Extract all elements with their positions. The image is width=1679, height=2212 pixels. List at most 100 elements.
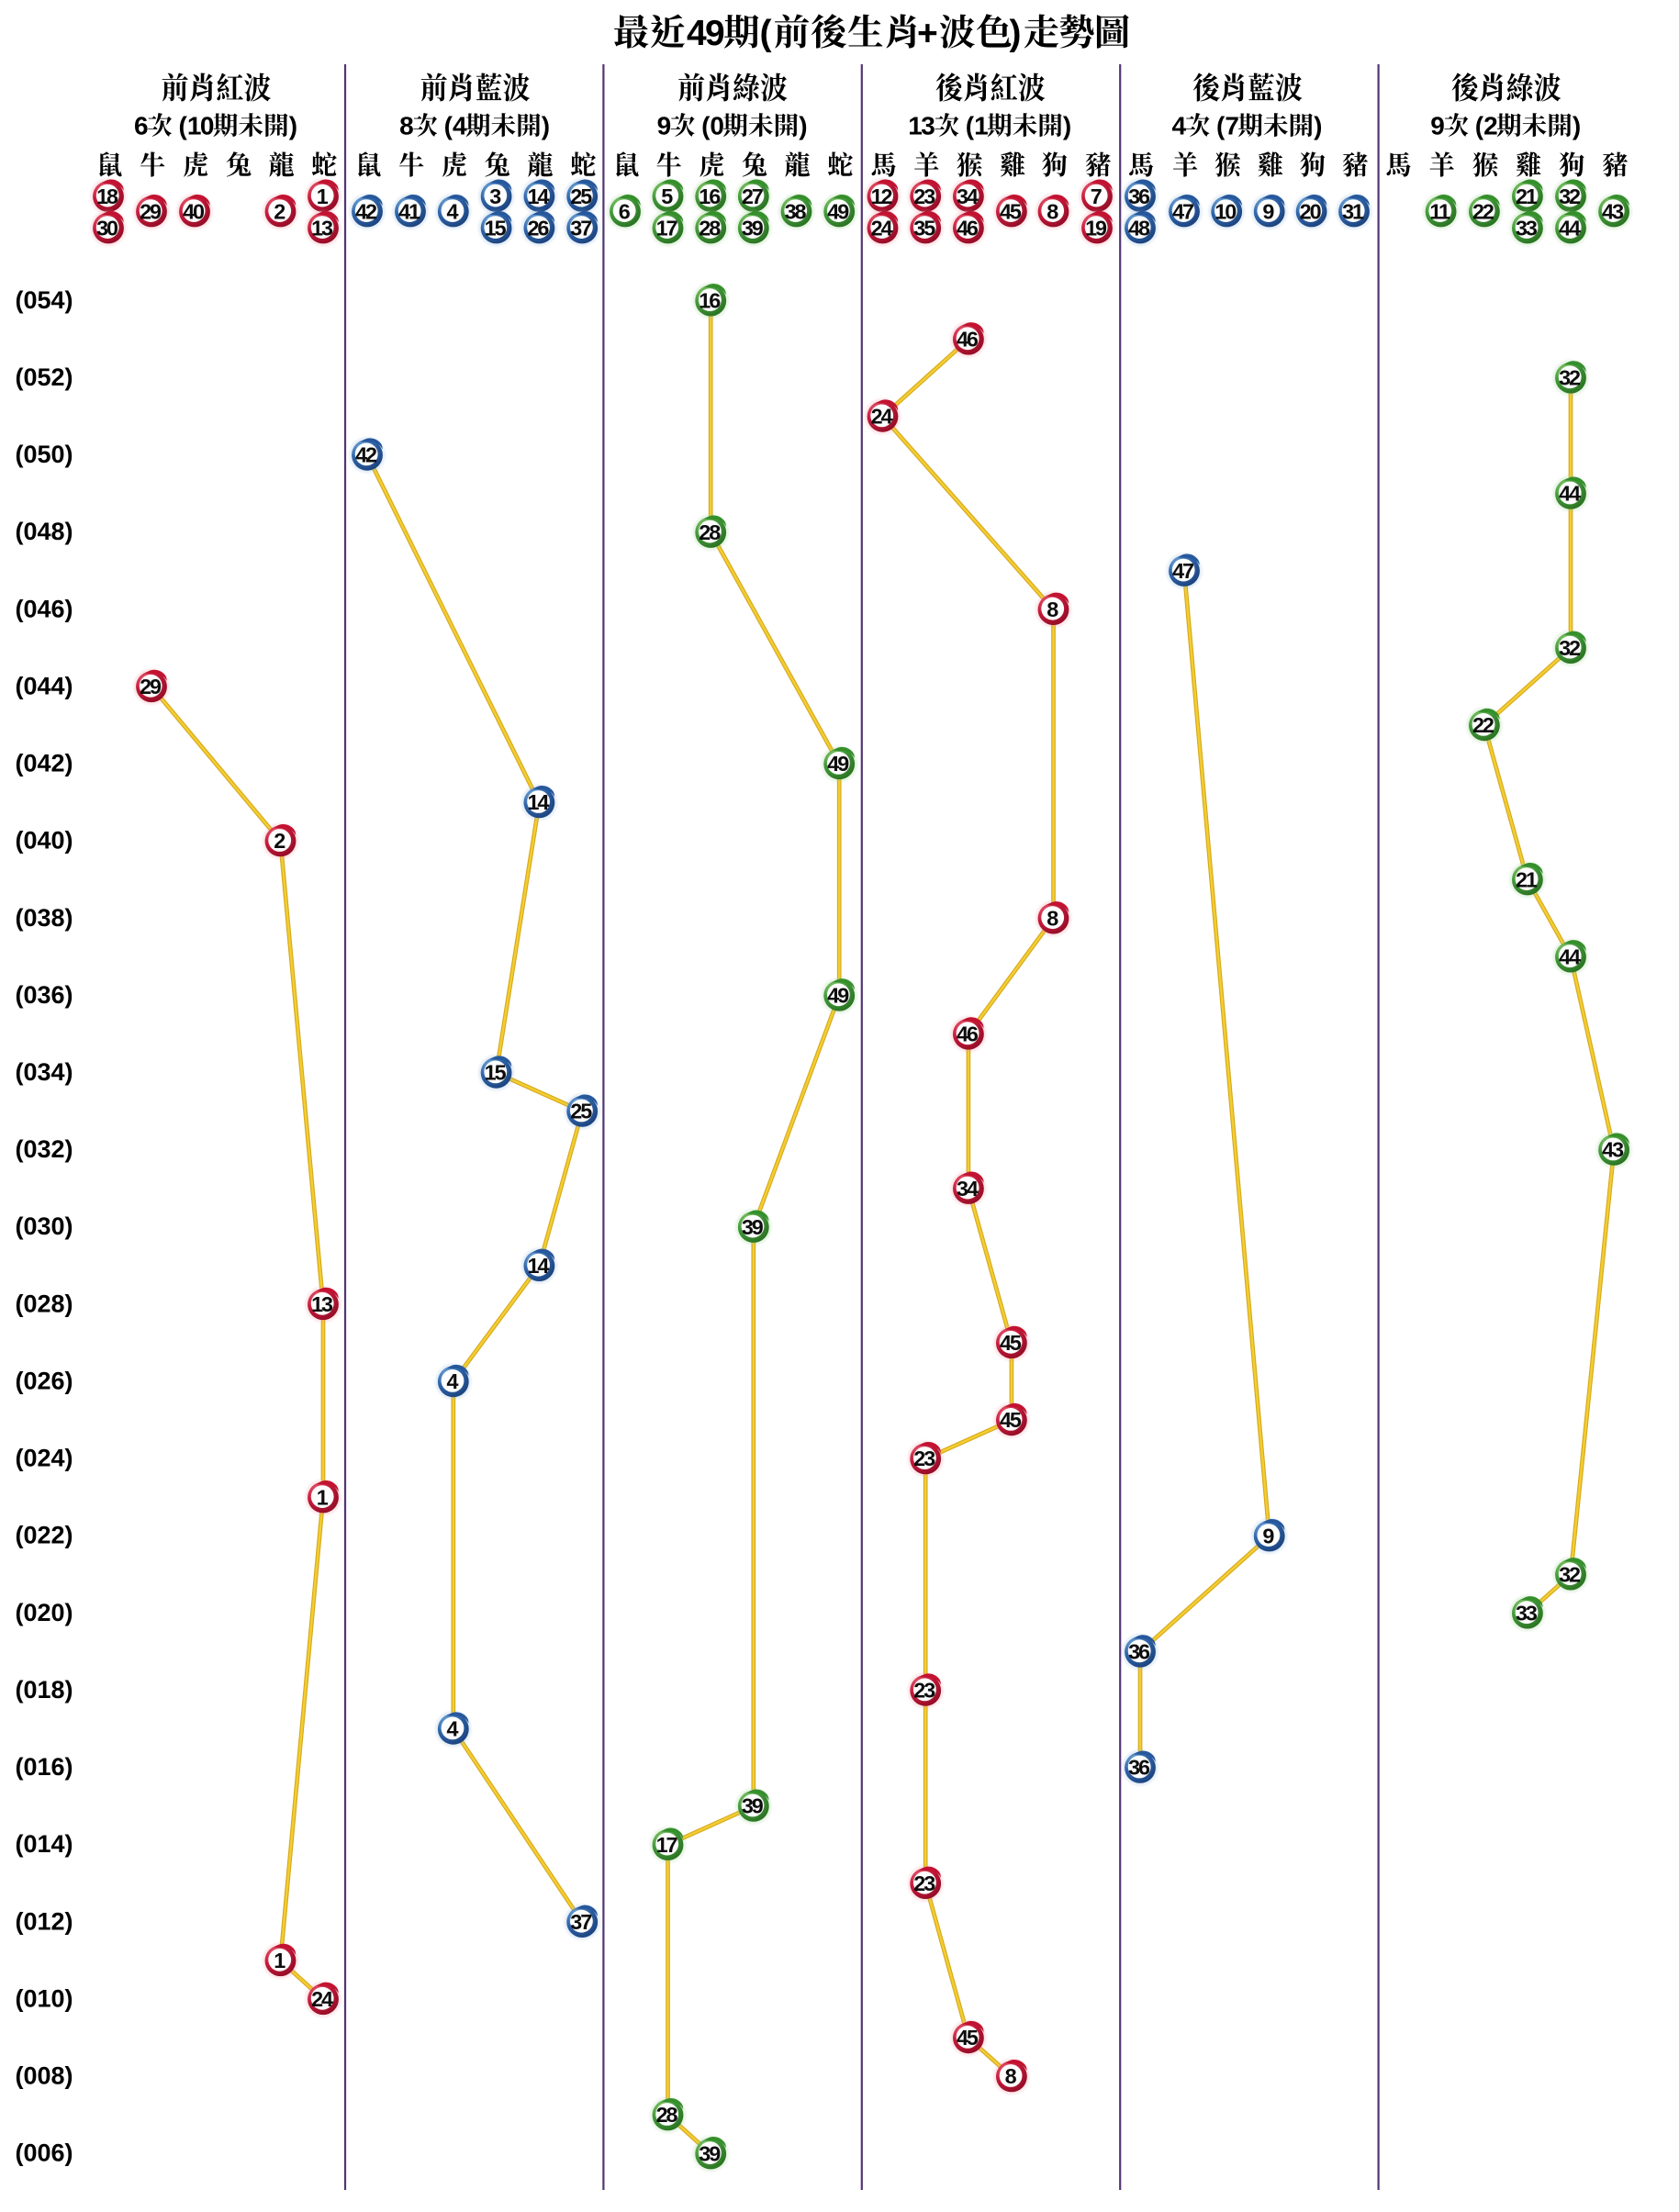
svg-text:24: 24 xyxy=(871,405,893,429)
svg-text:24: 24 xyxy=(871,216,893,240)
svg-text:21: 21 xyxy=(1516,184,1538,208)
svg-text:4: 4 xyxy=(446,1717,458,1741)
svg-text:45: 45 xyxy=(1000,1331,1022,1355)
svg-text:): ) xyxy=(1314,112,1322,140)
svg-text:38: 38 xyxy=(785,199,807,223)
svg-text:16: 16 xyxy=(699,184,721,208)
svg-text:5: 5 xyxy=(661,184,673,208)
svg-text:29: 29 xyxy=(140,675,162,698)
svg-text:44: 44 xyxy=(1559,944,1581,968)
svg-text:28: 28 xyxy=(656,2103,678,2127)
svg-text:8: 8 xyxy=(399,112,414,140)
svg-text:32: 32 xyxy=(1559,1562,1581,1586)
svg-text:39: 39 xyxy=(742,1215,764,1239)
svg-text:49: 49 xyxy=(827,199,849,223)
svg-text:18: 18 xyxy=(96,184,118,208)
svg-text:): ) xyxy=(799,112,807,140)
svg-text:2: 2 xyxy=(1483,112,1498,140)
svg-text:16: 16 xyxy=(699,288,721,312)
svg-text:35: 35 xyxy=(913,216,935,240)
svg-text:21: 21 xyxy=(1516,867,1538,891)
svg-text:22: 22 xyxy=(1472,713,1494,737)
svg-text:(006): (006) xyxy=(15,2139,73,2167)
svg-text:4: 4 xyxy=(453,112,467,140)
svg-text:(024): (024) xyxy=(15,1445,73,1472)
svg-text:(020): (020) xyxy=(15,1599,73,1626)
svg-text:46: 46 xyxy=(957,216,979,240)
svg-text:29: 29 xyxy=(140,199,162,223)
svg-text:17: 17 xyxy=(656,1833,677,1857)
svg-text:(: ( xyxy=(1475,112,1484,140)
svg-text:(: ( xyxy=(966,112,975,140)
svg-text:12: 12 xyxy=(871,184,893,208)
svg-text:42: 42 xyxy=(355,199,377,223)
svg-text:(052): (052) xyxy=(15,363,73,391)
svg-text:0: 0 xyxy=(710,112,724,140)
svg-text:23: 23 xyxy=(913,1871,935,1895)
svg-text:4: 4 xyxy=(1172,112,1187,140)
svg-text:37: 37 xyxy=(570,1910,591,1934)
svg-text:40: 40 xyxy=(183,199,205,223)
svg-text:(: ( xyxy=(179,112,188,140)
svg-text:46: 46 xyxy=(957,1022,979,1046)
svg-text:1: 1 xyxy=(274,1949,285,1972)
svg-text:43: 43 xyxy=(1602,199,1624,223)
svg-text:25: 25 xyxy=(570,1100,592,1123)
svg-text:23: 23 xyxy=(913,1679,935,1703)
svg-text:39: 39 xyxy=(742,1794,764,1818)
svg-text:32: 32 xyxy=(1559,366,1581,390)
svg-text:43: 43 xyxy=(1602,1138,1624,1162)
svg-text:17: 17 xyxy=(656,216,677,240)
svg-text:8: 8 xyxy=(1005,2064,1017,2088)
svg-text:32: 32 xyxy=(1559,184,1581,208)
svg-text:(054): (054) xyxy=(15,286,73,314)
svg-text:45: 45 xyxy=(1000,199,1022,223)
svg-text:): ) xyxy=(1010,14,1022,53)
svg-text:(: ( xyxy=(1216,112,1226,140)
svg-text:2: 2 xyxy=(274,829,285,853)
svg-text:11: 11 xyxy=(1429,199,1450,223)
svg-text:13: 13 xyxy=(311,216,333,240)
svg-text:3: 3 xyxy=(489,184,501,208)
svg-text:): ) xyxy=(1063,112,1071,140)
svg-text:22: 22 xyxy=(1472,199,1494,223)
svg-text:28: 28 xyxy=(699,216,721,240)
svg-text:6: 6 xyxy=(619,199,631,223)
svg-text:7: 7 xyxy=(1091,184,1103,208)
svg-text:45: 45 xyxy=(1000,1408,1022,1432)
svg-text:+: + xyxy=(917,14,938,53)
svg-text:9: 9 xyxy=(657,112,672,140)
svg-text:(: ( xyxy=(760,14,772,53)
svg-text:(038): (038) xyxy=(15,904,73,932)
svg-text:(040): (040) xyxy=(15,827,73,855)
svg-text:32: 32 xyxy=(1559,636,1581,660)
svg-text:39: 39 xyxy=(699,2141,721,2165)
svg-text:9: 9 xyxy=(705,14,725,53)
svg-text:33: 33 xyxy=(1516,1601,1538,1625)
svg-text:44: 44 xyxy=(1559,216,1581,240)
svg-text:39: 39 xyxy=(742,216,764,240)
svg-text:25: 25 xyxy=(570,184,592,208)
svg-text:(: ( xyxy=(701,112,711,140)
svg-text:14: 14 xyxy=(527,184,549,208)
svg-text:15: 15 xyxy=(485,216,507,240)
svg-text:(048): (048) xyxy=(15,518,73,545)
svg-text:(030): (030) xyxy=(15,1212,73,1240)
svg-text:4: 4 xyxy=(446,1369,458,1393)
svg-text:6: 6 xyxy=(134,112,149,140)
svg-text:13: 13 xyxy=(311,1292,333,1316)
svg-text:8: 8 xyxy=(1047,906,1058,930)
svg-text:15: 15 xyxy=(485,1061,507,1085)
svg-text:1: 1 xyxy=(187,112,202,140)
svg-text:): ) xyxy=(542,112,550,140)
svg-text:0: 0 xyxy=(200,112,215,140)
svg-text:(022): (022) xyxy=(15,1522,73,1549)
svg-text:34: 34 xyxy=(957,1177,979,1201)
svg-text:44: 44 xyxy=(1559,482,1581,506)
svg-text:(014): (014) xyxy=(15,1830,73,1858)
svg-text:): ) xyxy=(289,112,297,140)
svg-text:1: 1 xyxy=(317,1485,329,1509)
svg-text:(036): (036) xyxy=(15,981,73,1009)
svg-text:(028): (028) xyxy=(15,1290,73,1317)
svg-text:41: 41 xyxy=(398,199,420,223)
